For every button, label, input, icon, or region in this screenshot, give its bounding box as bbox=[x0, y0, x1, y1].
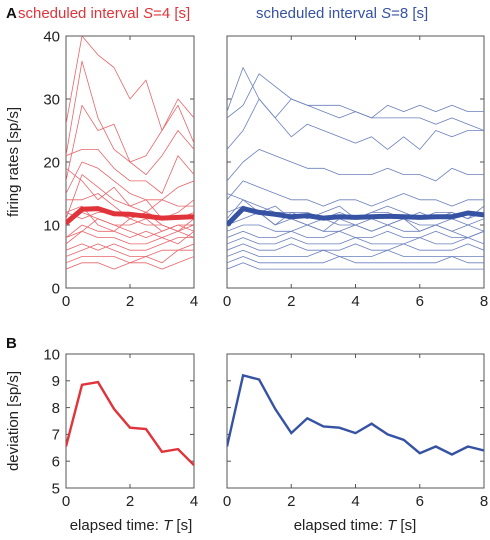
trace-line bbox=[66, 161, 194, 201]
y-tick-label: 40 bbox=[43, 28, 60, 45]
xlabel-left-var: T bbox=[163, 517, 174, 534]
trace-line bbox=[66, 256, 194, 270]
trace-line bbox=[227, 249, 484, 257]
trace-line bbox=[66, 205, 194, 238]
x-tick-label: 0 bbox=[62, 293, 70, 310]
header-left-var: S bbox=[143, 5, 153, 22]
y-tick-label: 30 bbox=[43, 91, 60, 108]
y-tick-label: 0 bbox=[52, 280, 60, 297]
header-left: scheduled interval S=4 [s] bbox=[18, 5, 190, 22]
x-tick-label: 0 bbox=[62, 493, 70, 510]
trace-line bbox=[227, 73, 484, 119]
header-right-prefix: scheduled interval bbox=[256, 5, 381, 22]
mean-line bbox=[227, 206, 484, 227]
y-tick-label: 7 bbox=[52, 427, 60, 444]
trace-line bbox=[227, 256, 484, 264]
deviation-line bbox=[66, 380, 194, 467]
x-tick-label: 2 bbox=[287, 493, 295, 510]
panel-a-left: 0 10 20 30 40 0 2 4 bbox=[43, 28, 198, 310]
y-tick-label: 20 bbox=[43, 154, 60, 171]
plot-area bbox=[66, 380, 194, 467]
trace-line bbox=[66, 237, 194, 251]
xlabel-left-suffix: [s] bbox=[172, 517, 192, 534]
x-tick-label: 2 bbox=[287, 293, 295, 310]
ylabel-top: firing rates [sp/s] bbox=[5, 107, 22, 217]
trace-line bbox=[66, 36, 194, 131]
panel-letter-a: A bbox=[6, 5, 17, 22]
x-tick-label: 6 bbox=[416, 293, 424, 310]
x-tick-label: 4 bbox=[351, 293, 359, 310]
plot-frame bbox=[65, 353, 195, 489]
y-tick-label: 6 bbox=[52, 453, 60, 470]
header-right-var: S bbox=[381, 5, 391, 22]
x-tick-label: 0 bbox=[223, 493, 231, 510]
plot-area bbox=[66, 36, 194, 270]
trace-line bbox=[66, 174, 194, 219]
trace-line bbox=[227, 149, 484, 182]
x-tick-label: 4 bbox=[190, 293, 198, 310]
y-tick-label: 5 bbox=[52, 480, 60, 497]
trace-line bbox=[66, 60, 194, 163]
header-right-suffix: =8 [s] bbox=[391, 5, 428, 22]
panel-b-left: 5 6 7 8 9 10 0 2 4 bbox=[43, 346, 198, 510]
panel-a-right: 0 2 4 6 8 bbox=[223, 35, 488, 310]
trace-line bbox=[227, 98, 484, 150]
trace-line bbox=[66, 104, 194, 181]
xlabel-right-suffix: [s] bbox=[396, 517, 416, 534]
xlabel-left: elapsed time: T [s] bbox=[70, 517, 193, 534]
x-tick-label: 8 bbox=[480, 293, 488, 310]
xlabel-right-prefix: elapsed time: bbox=[294, 517, 387, 534]
trace-line bbox=[66, 230, 194, 245]
x-tick-label: 4 bbox=[190, 493, 198, 510]
trace-line bbox=[66, 218, 194, 238]
y-tick-label: 9 bbox=[52, 373, 60, 390]
x-tick-label: 2 bbox=[126, 293, 134, 310]
trace-line bbox=[227, 243, 484, 251]
plot-area bbox=[227, 373, 484, 456]
y-tick-label: 10 bbox=[43, 346, 60, 363]
x-tick-label: 2 bbox=[126, 493, 134, 510]
trace-line bbox=[227, 180, 484, 207]
plot-area bbox=[227, 67, 484, 270]
trace-line bbox=[227, 193, 484, 238]
trace-line bbox=[227, 230, 484, 238]
trace-line bbox=[66, 243, 194, 257]
x-tick-label: 4 bbox=[351, 493, 359, 510]
y-tick-label: 8 bbox=[52, 400, 60, 417]
trace-line bbox=[66, 149, 194, 194]
header-left-prefix: scheduled interval bbox=[18, 5, 143, 22]
panel-letter-b: B bbox=[6, 335, 17, 352]
y-tick-label: 10 bbox=[43, 217, 60, 234]
header-left-suffix: =4 [s] bbox=[153, 5, 190, 22]
trace-line bbox=[227, 224, 484, 232]
header-right: scheduled interval S=8 [s] bbox=[256, 5, 428, 22]
xlabel-right-var: T bbox=[387, 517, 398, 534]
trace-line bbox=[227, 237, 484, 245]
xlabel-left-prefix: elapsed time: bbox=[70, 517, 163, 534]
panel-b-right: 0 2 4 6 8 bbox=[223, 353, 488, 510]
trace-line bbox=[227, 262, 484, 270]
deviation-line bbox=[227, 373, 484, 456]
x-tick-label: 0 bbox=[223, 293, 231, 310]
x-tick-label: 8 bbox=[480, 493, 488, 510]
plot-frame bbox=[226, 353, 485, 489]
ylabel-bottom: deviation [sp/s] bbox=[5, 371, 22, 471]
mean-line bbox=[66, 206, 194, 225]
trace-line bbox=[227, 67, 484, 131]
x-tick-label: 6 bbox=[416, 493, 424, 510]
xlabel-right: elapsed time: T [s] bbox=[294, 517, 417, 534]
